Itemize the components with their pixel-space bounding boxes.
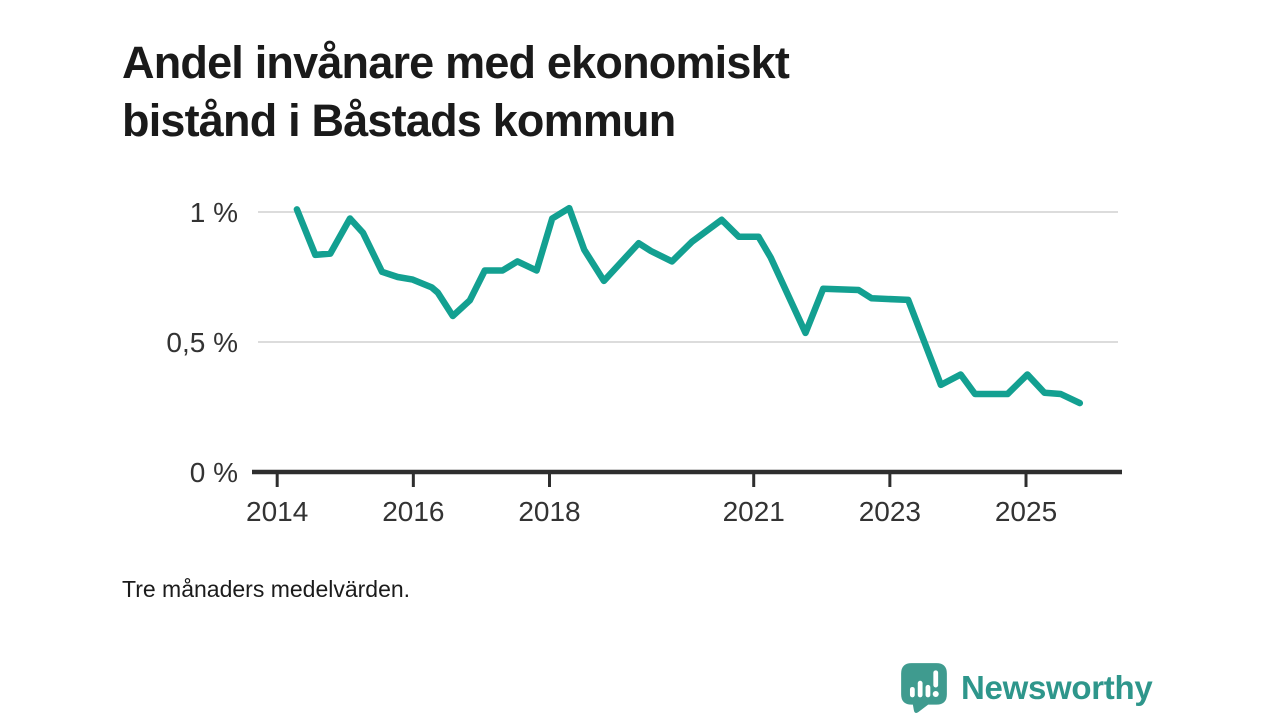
y-axis-tick-label: 0,5 % — [166, 327, 238, 358]
chart-footnote: Tre månaders medelvärden. — [122, 576, 411, 602]
chart-title: Andel invånare med ekonomiskt bistånd i … — [122, 34, 1162, 150]
x-axis-tick-label: 2021 — [723, 496, 785, 527]
x-axis-tick-label: 2016 — [382, 496, 444, 527]
newsworthy-logo: Newsworthy — [898, 661, 1153, 714]
newsworthy-wordmark: Newsworthy — [961, 668, 1153, 706]
x-axis-tick-label: 2014 — [246, 496, 308, 527]
y-axis-tick-label: 1 % — [190, 197, 238, 228]
x-axis-tick-label: 2018 — [518, 496, 580, 527]
chart-title-line-1: Andel invånare med ekonomiskt — [122, 37, 790, 89]
data-line-andel-inv-nare-med-ekonomiskt-bist-nd — [293, 204, 1084, 407]
x-axis-tick-label: 2025 — [995, 496, 1057, 527]
chart-title-line-2: bistånd i Båstads kommun — [122, 95, 676, 147]
newsworthy-badge-icon — [901, 663, 947, 714]
x-axis-tick-label: 2023 — [859, 496, 921, 527]
y-axis-tick-label: 0 % — [190, 457, 238, 488]
